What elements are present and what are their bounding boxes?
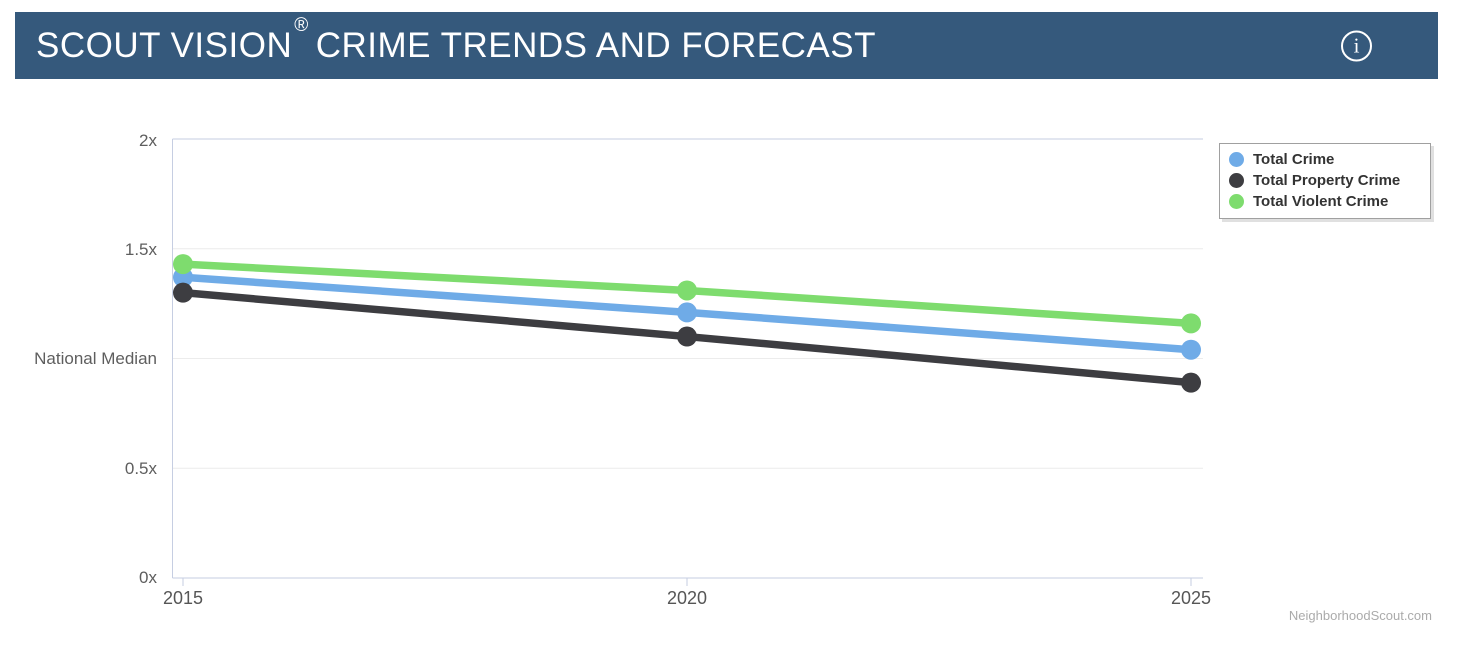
y-tick-label-0x: 0x: [139, 568, 157, 587]
data-point[interactable]: [173, 282, 193, 303]
x-tick-label-2025: 2025: [1170, 588, 1212, 608]
page-title-prefix: SCOUT VISION: [36, 25, 293, 65]
y-tick-label-2x: 2x: [139, 131, 157, 150]
neighborhoodscout-watermark: NeighborhoodScout.com: [1288, 608, 1432, 623]
chart-legend: Total Crime Total Property Crime Total V…: [1219, 143, 1431, 219]
page-title-suffix: CRIME TRENDS AND FORECAST: [315, 25, 876, 65]
legend-item-total-crime[interactable]: Total Crime: [1229, 149, 1420, 170]
data-point[interactable]: [677, 302, 697, 323]
data-point[interactable]: [1181, 313, 1201, 334]
info-icon[interactable]: i: [1341, 30, 1372, 61]
total-violent-crime-marker-icon: [1229, 194, 1244, 209]
total-property-crime-marker-icon: [1229, 173, 1244, 188]
y-tick-label-0-5x: 0.5x: [124, 459, 157, 478]
legend-label: Total Crime: [1253, 151, 1335, 168]
legend-item-total-property-crime[interactable]: Total Property Crime: [1229, 170, 1420, 191]
y-tick-label-1-5x: 1.5x: [124, 240, 157, 259]
legend-label: Total Property Crime: [1253, 172, 1401, 189]
legend-item-total-violent-crime[interactable]: Total Violent Crime: [1229, 191, 1420, 212]
legend-label: Total Violent Crime: [1253, 193, 1389, 210]
data-point[interactable]: [173, 254, 193, 275]
info-icon-glyph: i: [1353, 33, 1360, 57]
total-crime-marker-icon: [1229, 152, 1244, 167]
data-point[interactable]: [677, 280, 697, 301]
registered-trademark: ®: [294, 14, 309, 36]
x-tick-label-2015: 2015: [162, 588, 204, 608]
header-bar: SCOUT VISION® CRIME TRENDS AND FORECAST i: [15, 12, 1438, 79]
data-point[interactable]: [1181, 339, 1201, 360]
y-tick-label-national-median: National Median: [34, 349, 157, 368]
data-point[interactable]: [677, 326, 697, 347]
page-title: SCOUT VISION® CRIME TRENDS AND FORECAST: [36, 15, 876, 66]
data-point[interactable]: [1181, 372, 1201, 393]
x-tick-label-2020: 2020: [666, 588, 708, 608]
